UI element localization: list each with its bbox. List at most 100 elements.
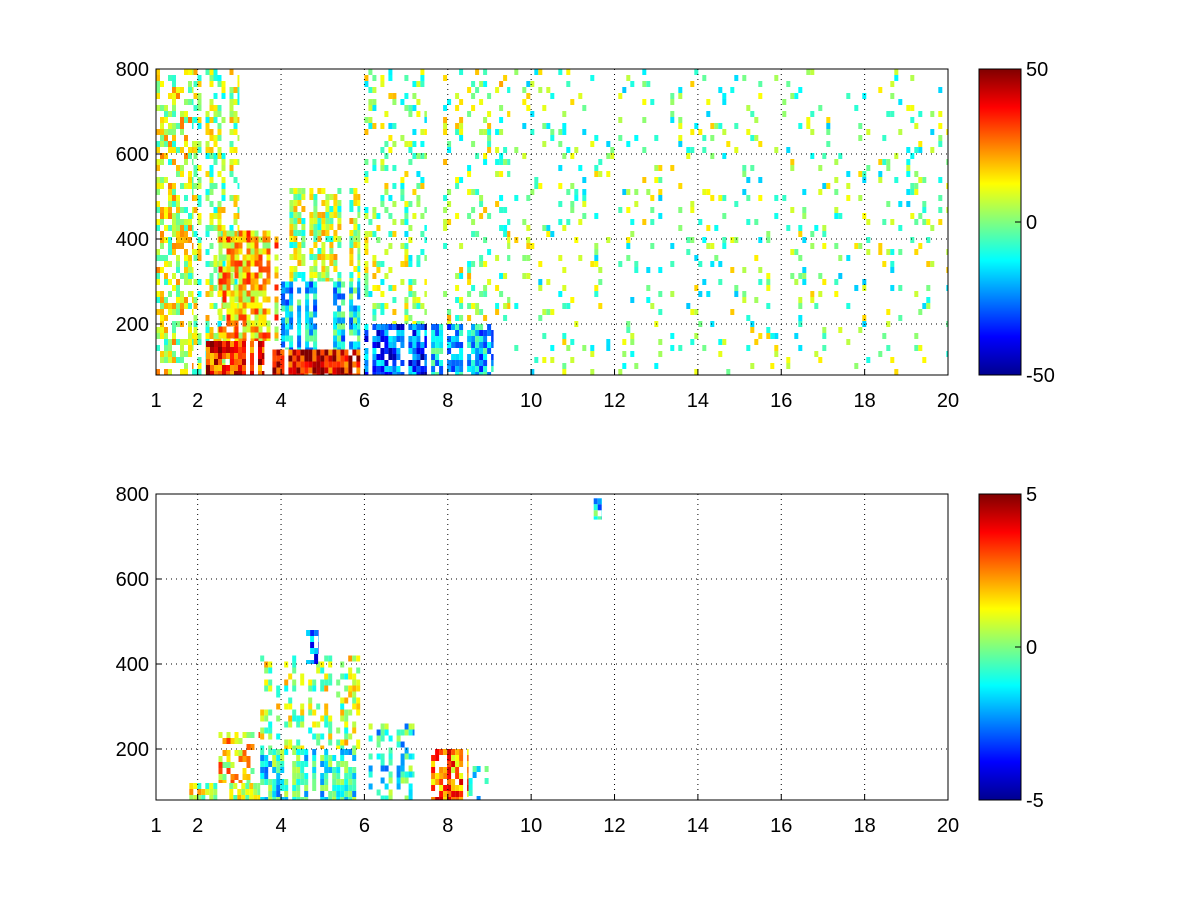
heatmap-cell [332, 791, 337, 797]
heatmap-cell [226, 756, 231, 762]
heatmap-cell [254, 284, 259, 291]
heatmap-cell [336, 767, 341, 773]
heatmap-cell [250, 347, 254, 353]
heatmap-cell [503, 315, 508, 321]
heatmap-cell [938, 195, 943, 201]
heatmap-cell [650, 219, 655, 225]
heatmap-cell [233, 201, 238, 207]
heatmap-cell [246, 774, 251, 780]
heatmap-cell [634, 135, 639, 141]
heatmap-cell [260, 727, 265, 734]
heatmap-cell [408, 765, 413, 772]
heatmap-cell [168, 213, 172, 219]
heatmap-cell [320, 667, 325, 674]
heatmap-cell [262, 347, 265, 353]
heatmap-cell [264, 679, 269, 686]
heatmap-cell [459, 354, 464, 360]
heatmap-cell [420, 213, 425, 219]
heatmap-cell [930, 129, 935, 135]
colorbar-tick-label: -5 [1026, 790, 1044, 812]
heatmap-cell [268, 661, 273, 668]
heatmap-cell [388, 123, 393, 129]
heatmap-cell [353, 287, 358, 294]
heatmap-cell [810, 129, 815, 135]
heatmap-cell [946, 183, 948, 189]
heatmap-cell [297, 305, 302, 312]
heatmap-cell [262, 332, 267, 339]
heatmap-cell [336, 691, 341, 698]
heatmap-cell [734, 123, 739, 129]
heatmap-cell [542, 105, 547, 111]
heatmap-cell [514, 303, 519, 309]
heatmap-cell [242, 308, 247, 315]
heatmap-cell [193, 303, 198, 309]
heatmap-cell [184, 363, 188, 369]
heatmap-cell [431, 348, 436, 354]
heatmap-cell [658, 165, 663, 171]
heatmap-cell [304, 373, 309, 375]
heatmap-cell [168, 207, 172, 213]
heatmap-cell [798, 225, 803, 231]
heatmap-cell [310, 636, 315, 642]
heatmap-cell [487, 324, 492, 330]
heatmap-cell [408, 342, 413, 348]
heatmap-cell [193, 315, 198, 321]
heatmap-cell [404, 201, 409, 207]
heatmap-cell [606, 153, 611, 159]
heatmap-cell [686, 303, 691, 309]
heatmap-cell [746, 105, 751, 111]
heatmap-cell [400, 753, 405, 760]
heatmap-cell [172, 195, 176, 201]
heatmap-cell [209, 183, 214, 189]
heatmap-cell [164, 273, 168, 279]
heatmap-cell [188, 219, 192, 225]
heatmap-cell [337, 278, 342, 282]
heatmap-cell [416, 111, 421, 117]
heatmap-cell [408, 237, 413, 243]
heatmap-cell [197, 357, 202, 363]
heatmap-cell [471, 93, 476, 99]
heatmap-cell [758, 237, 763, 243]
heatmap-cell [364, 249, 369, 255]
heatmap-cell [380, 81, 385, 87]
heatmap-cell [451, 366, 456, 372]
heatmap-cell [176, 123, 180, 129]
heatmap-cell [416, 183, 421, 189]
heatmap-cell [479, 291, 484, 297]
heatmap-cell [238, 756, 243, 762]
heatmap-cell [654, 363, 659, 369]
heatmap-cell [922, 177, 927, 183]
heatmap-cell [329, 224, 334, 230]
heatmap-cell [329, 242, 334, 248]
heatmap-cell [328, 791, 333, 797]
heatmap-cell [392, 348, 397, 354]
heatmap-cell [834, 189, 839, 195]
heatmap-cell [192, 99, 194, 105]
heatmap-cell [333, 236, 338, 242]
heatmap-cell [217, 111, 222, 117]
heatmap-cell [197, 279, 202, 285]
heatmap-cell [184, 141, 188, 147]
heatmap-cell [475, 342, 480, 348]
heatmap-cell [455, 93, 460, 99]
heatmap-cell [254, 332, 259, 339]
heatmap-cell [288, 373, 293, 375]
heatmap-cell [156, 267, 160, 273]
heatmap-cell [300, 779, 305, 785]
heatmap-cell [156, 105, 160, 111]
heatmap-cell [750, 363, 755, 369]
heatmap-cell [293, 224, 298, 230]
heatmap-cell [866, 237, 871, 243]
heatmap-cell [337, 323, 342, 330]
heatmap-cell [499, 225, 504, 231]
heatmap-cell [404, 309, 409, 315]
heatmap-cell [388, 75, 393, 81]
heatmap-cell [246, 248, 251, 255]
heatmap-cell [266, 260, 271, 267]
heatmap-cell [642, 117, 647, 123]
heatmap-cell [630, 231, 635, 237]
heatmap-cell [475, 360, 480, 366]
heatmap-cell [320, 685, 325, 692]
heatmap-cell [467, 189, 472, 195]
heatmap-cell [447, 324, 452, 330]
